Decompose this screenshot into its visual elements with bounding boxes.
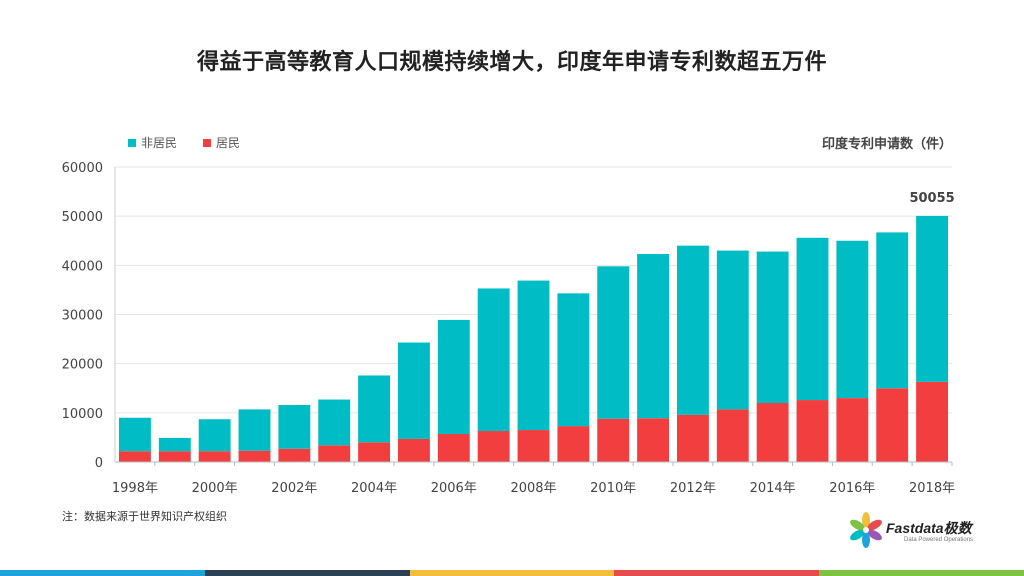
x-tick-label: 2016年 [829,481,875,496]
bar-nonresident [876,232,909,389]
bar-resident [756,403,789,462]
y-tick-label: 10000 [62,407,103,422]
bar-nonresident [118,417,151,452]
bar-nonresident [916,215,949,382]
axes [114,167,953,466]
bar-resident [477,431,510,462]
bottom-bar-segment [614,570,820,576]
data-label: 50055 [909,191,954,206]
bar-nonresident [836,240,869,399]
bar-nonresident [637,254,670,419]
bar-nonresident [517,280,550,431]
bars [118,215,949,462]
bar-nonresident [278,404,311,449]
logo-tagline: Data Powered Operations [904,537,974,543]
y-tick-label: 20000 [62,358,103,373]
bar-resident [358,442,391,462]
y-axis-unit-label: 印度专利申请数（件） [821,137,952,152]
bar-resident [916,381,949,462]
bar-resident [198,451,231,462]
bottom-bar-segment [819,570,1024,576]
legend-item-nonresident: 非居民 [128,134,177,151]
bar-nonresident [397,342,430,439]
legend-swatch-resident [203,138,212,147]
y-tick-label: 60000 [62,161,103,176]
source-note: 注：数据来源于世界知识产权组织 [62,510,227,523]
bottom-bar-segment [204,570,410,576]
bar-resident [158,451,191,462]
x-tick-label: 1998年 [112,481,158,496]
bar-resident [557,426,590,462]
chart-legend: 非居民 居民 [128,134,240,151]
bar-nonresident [238,409,271,451]
bar-nonresident [716,250,749,410]
x-tick-label: 2002年 [271,481,317,496]
bar-nonresident [676,245,709,415]
bar-resident [637,418,670,462]
y-tick-label: 40000 [62,259,103,274]
tick-labels: 0 10000 20000 30000 40000 50000 60000 1998年 2000… [62,161,955,496]
bar-nonresident [597,266,630,419]
fastdata-logo: Fastdata极数 Data Powered Operations [848,508,998,554]
bar-resident [517,430,550,462]
bar-resident [597,418,630,462]
x-tick-label: 2018年 [909,481,955,496]
bar-nonresident [756,251,789,403]
bar-nonresident [477,288,510,432]
x-tick-label: 2000年 [192,481,238,496]
bar-nonresident [437,319,470,434]
bar-nonresident [198,419,231,452]
x-tick-label: 2008年 [510,481,556,496]
x-tick-label: 2004年 [351,481,397,496]
bar-resident [437,433,470,462]
x-tick-label: 2014年 [750,481,796,496]
x-tick-label: 2012年 [670,481,716,496]
x-tick-label: 2010年 [590,481,636,496]
x-tick-label: 2006年 [431,481,477,496]
bar-nonresident [557,293,590,427]
bar-resident [118,451,151,462]
bar-nonresident [158,437,191,452]
bar-resident [876,388,909,462]
bar-resident [796,400,829,462]
bar-nonresident [358,375,391,443]
flower-icon [850,512,882,548]
logo-text: Fastdata极数 [886,520,972,536]
bar-nonresident [318,399,351,446]
bar-resident [278,448,311,462]
legend-item-resident: 居民 [203,134,240,151]
legend-label-nonresident: 非居民 [141,136,178,150]
y-tick-label: 0 [95,456,103,471]
bar-resident [676,414,709,462]
bar-resident [397,438,430,462]
y-tick-label: 50000 [62,210,103,225]
legend-label-resident: 居民 [216,136,241,150]
bar-resident [716,409,749,462]
bar-resident [238,450,271,462]
legend-swatch-nonresident [128,138,136,147]
bar-resident [318,445,351,462]
bottom-bar-segment [409,570,615,576]
bottom-bar-segment [0,570,205,576]
bar-nonresident [796,237,829,401]
bottom-color-bar [0,570,1024,576]
bar-resident [836,398,869,462]
y-tick-label: 30000 [62,309,103,324]
chart-title: 得益于高等教育人口规模持续增大，印度年申请专利数超五万件 [196,50,827,75]
